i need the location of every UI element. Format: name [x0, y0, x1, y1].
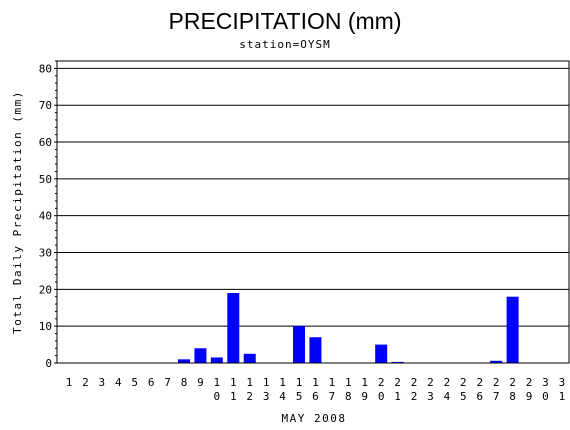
- y-tick-label: 20: [39, 283, 52, 296]
- bar-day-15: [293, 326, 306, 363]
- x-tick-label: 7: [164, 376, 171, 389]
- chart-subtitle: station=OYSM: [239, 38, 330, 51]
- bar-day-9: [194, 348, 207, 363]
- x-tick-label: 4: [115, 376, 122, 389]
- bar-day-10: [210, 357, 223, 363]
- x-tick-label: 9: [197, 376, 204, 389]
- chart-title: PRECIPITATION (mm): [169, 8, 402, 34]
- x-tick-label: 8: [181, 376, 188, 389]
- x-tick-label: 2: [82, 376, 89, 389]
- bar-day-28: [506, 296, 519, 363]
- x-tick-label: 1: [66, 376, 73, 389]
- gridlines: [57, 67, 569, 327]
- bar-day-12: [243, 353, 256, 363]
- bars: [178, 293, 519, 363]
- y-tick-label: 30: [39, 247, 52, 260]
- bar-day-11: [227, 293, 240, 363]
- y-axis-ticks: 0 10 20 30 40 50 60 70 80: [39, 60, 57, 370]
- y-tick-label: 0: [45, 357, 52, 370]
- bar-day-21: [391, 361, 404, 363]
- bar-day-8: [178, 359, 191, 363]
- y-tick-label: 50: [39, 173, 52, 186]
- x-tick-label: 5: [131, 376, 138, 389]
- bar-day-20: [375, 344, 388, 363]
- x-axis-ticks: 1 2 3 4 5 6 7 8 9 1 01 11 21 31 41 51 61 71 81 92 02 12 22 32 42…: [66, 376, 566, 403]
- y-tick-label: 80: [39, 62, 52, 75]
- y-tick-label: 70: [39, 99, 52, 112]
- x-axis-label: MAY 2008: [282, 412, 347, 425]
- x-tick-label: 3: [99, 376, 106, 389]
- x-tick-label: 6: [148, 376, 155, 389]
- y-tick-label: 10: [39, 320, 52, 333]
- plot-frame: [56, 60, 570, 364]
- bar-day-27: [490, 360, 503, 363]
- y-axis-label: Total Daily Precipitation (mm): [11, 90, 24, 334]
- y-tick-label: 60: [39, 136, 52, 149]
- y-tick-label: 40: [39, 210, 52, 223]
- bar-day-16: [309, 337, 322, 363]
